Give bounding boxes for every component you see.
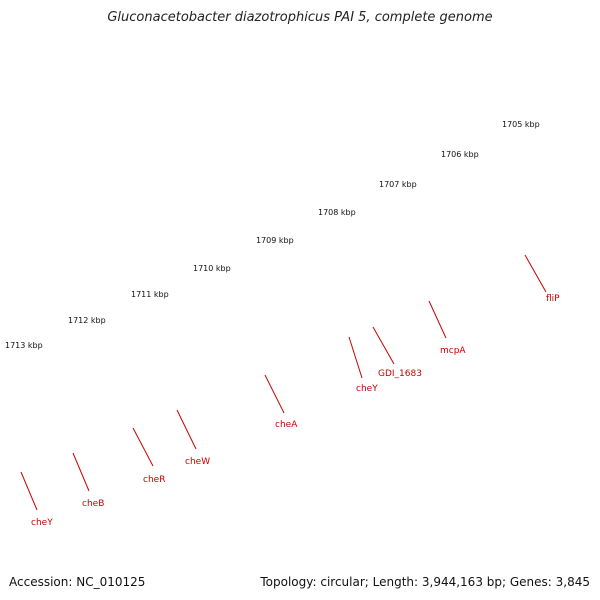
leader-line [176, 409, 197, 450]
gene-label: cheY [31, 518, 53, 528]
gene-label: cheY [356, 384, 378, 394]
accession-text: Accession: NC_010125 [9, 575, 146, 589]
gene-label: mcpA [440, 346, 466, 356]
gene-label: cheW [185, 457, 210, 467]
leader-line [72, 452, 90, 492]
leader-line [132, 427, 154, 467]
gene-label: GDI_1683 [378, 369, 422, 379]
ruler-labels: 1705 kbp 1706 kbp 1707 kbp 1708 kbp 1709 kbp… [5, 120, 540, 350]
gene-label: cheB [82, 499, 104, 509]
leader-line [524, 254, 547, 293]
gene-label: cheR [143, 475, 165, 485]
ruler-label: 1710 kbp [193, 264, 231, 273]
map-title: Gluconacetobacter diazotrophicus PAI 5, … [107, 10, 493, 25]
gene-label: cheA [275, 420, 298, 430]
leader-line [264, 374, 285, 414]
gene-label: fliP [546, 294, 560, 304]
genome-summary-text: Topology: circular; Length: 3,944,163 bp… [260, 575, 590, 589]
leader-line [20, 471, 38, 511]
ruler-label: 1712 kbp [68, 316, 106, 325]
ruler-label: 1709 kbp [256, 236, 294, 245]
label-leader-lines [20, 254, 547, 511]
ruler-label: 1705 kbp [502, 120, 540, 129]
ruler-label: 1707 kbp [379, 180, 417, 189]
leader-line [428, 300, 447, 339]
leader-line [372, 326, 395, 365]
ruler-label: 1708 kbp [318, 208, 356, 217]
ruler-label: 1713 kbp [5, 341, 43, 350]
ruler-label: 1706 kbp [441, 150, 479, 159]
leader-line [348, 336, 363, 379]
ruler-label: 1711 kbp [131, 290, 169, 299]
